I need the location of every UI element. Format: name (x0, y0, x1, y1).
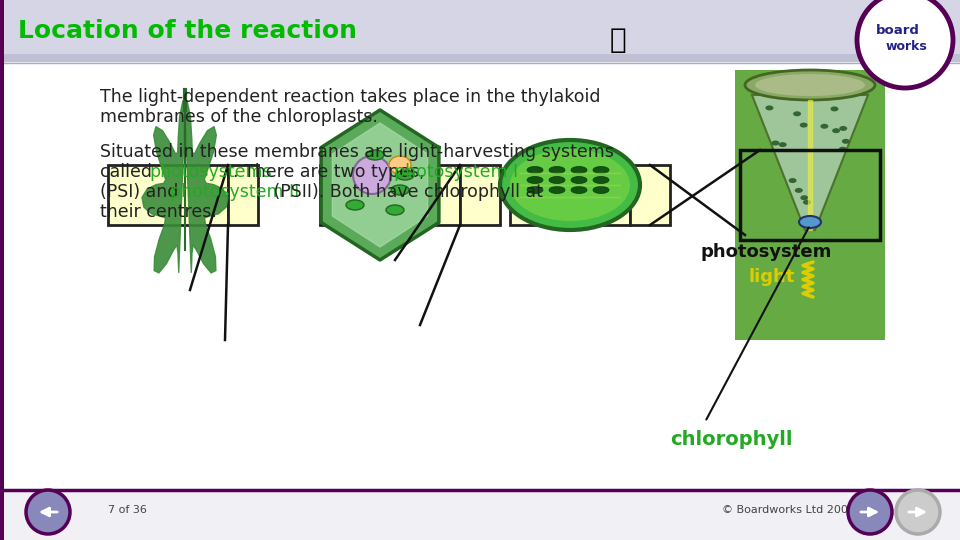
Ellipse shape (830, 106, 838, 111)
Ellipse shape (772, 140, 780, 146)
Ellipse shape (527, 166, 543, 173)
Ellipse shape (391, 185, 409, 195)
Bar (320, 165, 360, 225)
Ellipse shape (593, 186, 609, 193)
Circle shape (848, 490, 892, 534)
Ellipse shape (366, 150, 384, 160)
Ellipse shape (800, 123, 807, 127)
Circle shape (26, 490, 70, 534)
Polygon shape (142, 101, 228, 273)
Text: (PSI) and: (PSI) and (100, 183, 184, 201)
Ellipse shape (799, 216, 821, 228)
Ellipse shape (832, 128, 840, 133)
Ellipse shape (346, 200, 364, 210)
Text: Situated in these membranes are light-harvesting systems: Situated in these membranes are light-ha… (100, 143, 613, 161)
Bar (740, 150, 880, 240)
Ellipse shape (803, 200, 811, 205)
Text: chlorophyll: chlorophyll (670, 430, 793, 449)
Ellipse shape (788, 178, 797, 183)
Text: membranes of the chloroplasts.: membranes of the chloroplasts. (100, 108, 378, 126)
Ellipse shape (779, 142, 786, 147)
Text: photosystem II: photosystem II (170, 183, 300, 201)
Bar (360, 165, 460, 225)
Ellipse shape (839, 126, 848, 131)
Text: © Boardworks Ltd 2009: © Boardworks Ltd 2009 (722, 505, 855, 515)
Ellipse shape (842, 139, 850, 144)
Ellipse shape (510, 149, 630, 221)
Ellipse shape (386, 205, 404, 215)
Ellipse shape (389, 156, 411, 174)
Bar (0, 63, 960, 490)
Text: Location of the reaction: Location of the reaction (18, 19, 357, 43)
Bar (0, 54, 960, 62)
Text: photosystem I: photosystem I (394, 163, 518, 181)
Ellipse shape (353, 156, 391, 194)
Ellipse shape (793, 111, 801, 116)
Text: 📒: 📒 (610, 26, 626, 54)
Bar (108, 165, 228, 225)
Circle shape (896, 490, 940, 534)
Text: photosystems: photosystems (149, 163, 272, 181)
Ellipse shape (821, 124, 828, 129)
Bar (0, 0, 4, 540)
Text: The light-dependent reaction takes place in the thylakoid: The light-dependent reaction takes place… (100, 88, 601, 106)
Ellipse shape (765, 105, 774, 110)
Text: photosystem: photosystem (700, 243, 831, 261)
Text: their centres.: their centres. (100, 203, 217, 221)
Text: works: works (885, 39, 926, 52)
Polygon shape (321, 110, 439, 260)
Ellipse shape (396, 170, 414, 180)
Ellipse shape (803, 217, 810, 222)
Text: 7 of 36: 7 of 36 (108, 505, 147, 515)
Ellipse shape (571, 186, 587, 193)
Ellipse shape (527, 186, 543, 193)
Ellipse shape (500, 140, 640, 230)
Ellipse shape (593, 177, 609, 184)
Ellipse shape (755, 74, 865, 96)
Polygon shape (752, 95, 868, 230)
Circle shape (857, 0, 953, 88)
Ellipse shape (745, 70, 875, 100)
Ellipse shape (593, 166, 609, 173)
Ellipse shape (571, 177, 587, 184)
Bar (630, 165, 670, 225)
Bar (510, 165, 550, 225)
Text: light: light (748, 268, 794, 286)
Ellipse shape (549, 186, 565, 193)
Ellipse shape (795, 188, 803, 193)
Text: . There are two types,: . There are two types, (233, 163, 430, 181)
Polygon shape (332, 123, 427, 247)
Text: board: board (876, 24, 920, 37)
Ellipse shape (801, 195, 808, 200)
Bar (550, 165, 630, 225)
Polygon shape (808, 100, 812, 230)
Ellipse shape (571, 166, 587, 173)
Bar (0, 0, 960, 62)
Bar (735, 70, 885, 340)
Text: (PSII). Both have chlorophyll at: (PSII). Both have chlorophyll at (268, 183, 542, 201)
Ellipse shape (839, 147, 847, 152)
Bar (228, 165, 258, 225)
Ellipse shape (549, 177, 565, 184)
Bar (460, 165, 500, 225)
Ellipse shape (527, 177, 543, 184)
Text: called: called (100, 163, 157, 181)
Ellipse shape (549, 166, 565, 173)
